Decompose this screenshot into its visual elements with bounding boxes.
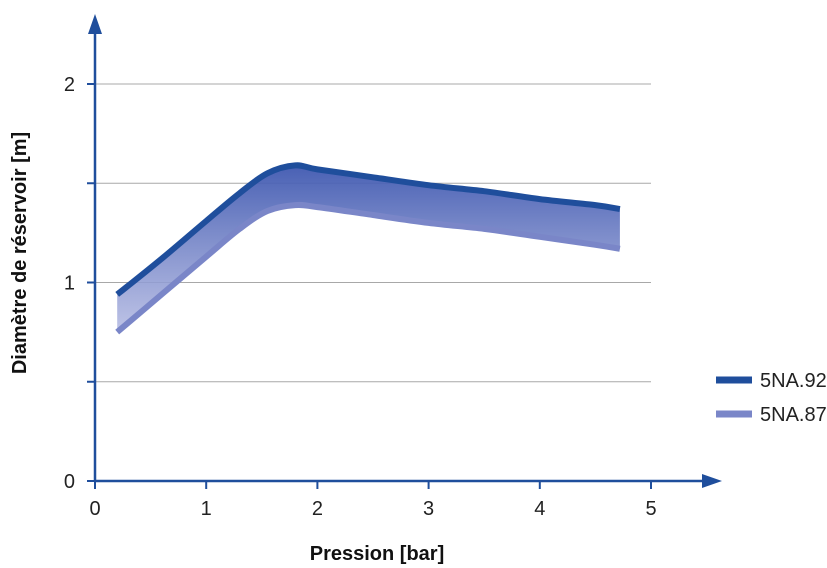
x-axis-arrow [702,474,722,488]
series-line-5NA.879 [115,201,621,335]
x-tick-label-0: 0 [89,498,100,520]
x-tick-label-5: 5 [645,498,656,520]
y-axis-title: Diamètre de réservoir [m] [9,132,31,374]
x-tick-label-2: 2 [312,498,323,520]
series-lines [115,162,621,335]
x-tick-label-1: 1 [201,498,212,520]
x-tick-label-3: 3 [423,498,434,520]
y-tick-label-0: 0 [64,471,75,493]
y-axis-arrow [88,14,102,34]
series-line-5NA.929 [115,162,621,297]
axes [87,14,722,489]
legend-label-5NA.879: 5NA.879 [760,404,827,426]
y-tick-label-2: 1 [64,273,75,295]
tick-labels: 0 1 2 3 4 5 0 1 2 [64,74,657,520]
legend-label-5NA.929: 5NA.929 [760,370,827,392]
x-tick-label-4: 4 [534,498,545,520]
x-axis-title: Pression [bar] [310,543,444,565]
range-band-fill [117,165,620,333]
legend: 5NA.929 5NA.879 [716,370,827,426]
y-tick-label-4: 2 [64,74,75,96]
range-band [117,165,620,333]
